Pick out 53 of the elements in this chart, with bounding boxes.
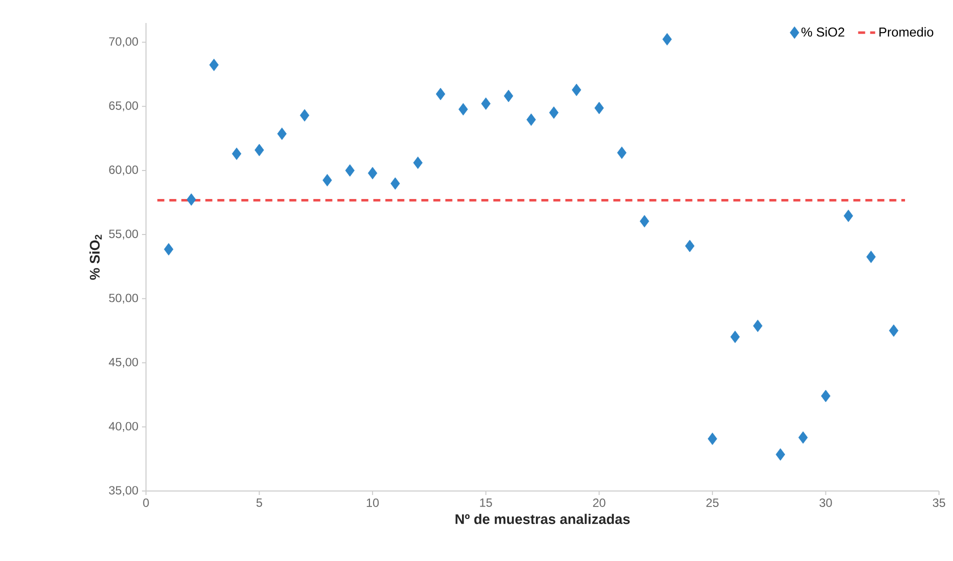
x-tick-label: 10 (366, 498, 379, 507)
point (504, 90, 514, 102)
y-tick-label: 35,00 (109, 486, 138, 496)
y-tick-label: 50,00 (109, 294, 138, 304)
point (232, 148, 242, 160)
point (888, 324, 898, 337)
legend-label: Promedio (879, 27, 934, 37)
point (481, 97, 491, 110)
point (798, 431, 808, 444)
text: % SiO$_{2}$ (89, 234, 102, 280)
point (368, 166, 378, 180)
point (300, 109, 310, 122)
x-tick-label: 0 (143, 498, 149, 507)
point (209, 58, 219, 72)
x-tick-label: 35 (932, 498, 946, 507)
point (186, 193, 196, 206)
x-tick-label: 5 (256, 498, 262, 507)
point (821, 390, 830, 402)
y-tick-label: 70,00 (109, 37, 138, 48)
x-tick-label: 15 (480, 498, 492, 507)
point (572, 84, 582, 96)
y-tick-label: 55,00 (109, 230, 138, 240)
point (526, 113, 536, 126)
point (753, 320, 762, 332)
x-tick-label: 20 (593, 498, 606, 507)
x-tick-label: 30 (820, 498, 832, 507)
point (390, 177, 400, 190)
point (458, 103, 468, 116)
point (844, 210, 854, 222)
x-axis-title: Nº de muestras analizadas (456, 514, 630, 524)
y-tick-label: 45,00 (108, 358, 138, 368)
point (685, 240, 694, 252)
point (277, 128, 287, 140)
y-tick-label: 65,00 (109, 101, 138, 112)
point (549, 106, 559, 119)
y-tick-label: 40,00 (108, 422, 138, 432)
point (866, 250, 876, 264)
point (662, 33, 672, 46)
point (436, 88, 446, 100)
legend-label: % SiO2 (801, 27, 844, 37)
point (345, 164, 355, 177)
point (594, 102, 604, 114)
point (164, 243, 174, 256)
point (640, 215, 650, 228)
point (254, 144, 264, 156)
point (322, 174, 332, 186)
point (617, 146, 627, 159)
point (776, 448, 786, 461)
x-tick-label: 25 (706, 498, 719, 507)
point (413, 156, 423, 169)
point (730, 330, 740, 344)
y-tick-label: 60,00 (109, 166, 138, 176)
point (708, 432, 718, 446)
